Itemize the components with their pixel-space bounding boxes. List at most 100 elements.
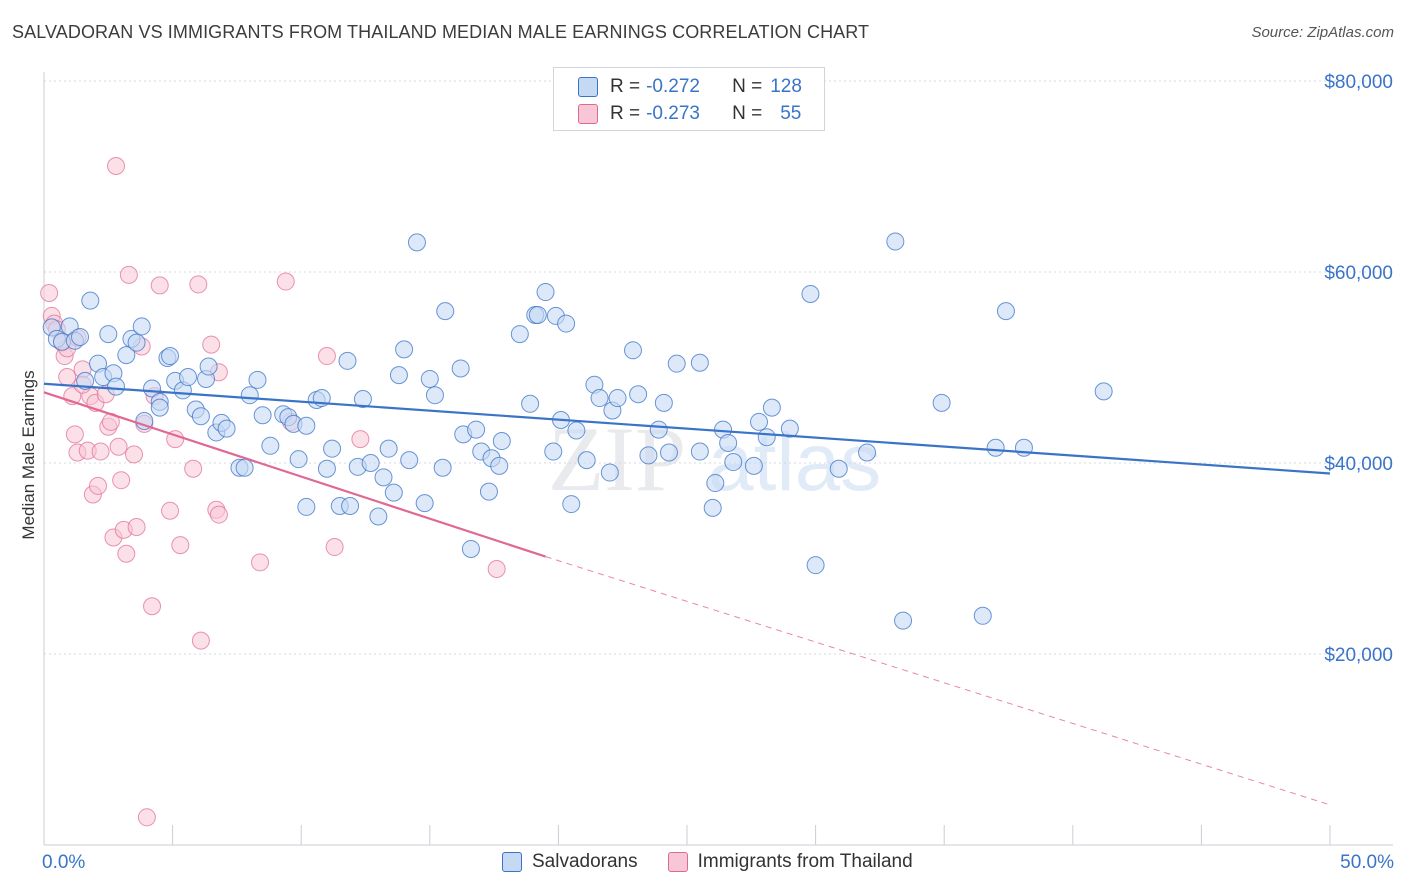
- data-point-salvadoran: [706, 474, 725, 493]
- data-point-salvadoran: [690, 353, 709, 372]
- legend-label-salvadorans: Salvadorans: [532, 851, 638, 872]
- data-point-salvadoran: [179, 368, 198, 387]
- data-point-salvadoran: [461, 539, 480, 558]
- legend-r-value: -0.273: [646, 103, 700, 124]
- source-credit: Source: ZipAtlas.com: [1251, 24, 1394, 41]
- data-point-salvadoran: [150, 398, 169, 417]
- data-point-salvadoran: [528, 305, 547, 324]
- data-point-salvadoran: [135, 411, 154, 430]
- legend-n-value: 55: [780, 103, 802, 124]
- data-point-salvadoran: [317, 459, 336, 478]
- series-legend: Salvadorans Immigrants from Thailand: [502, 851, 943, 873]
- data-point-thailand: [137, 808, 156, 827]
- data-point-salvadoran: [389, 366, 408, 385]
- data-point-salvadoran: [420, 369, 439, 388]
- data-point-salvadoran: [932, 393, 951, 412]
- data-point-salvadoran: [557, 314, 576, 333]
- data-point-salvadoran: [76, 371, 95, 390]
- data-point-salvadoran: [289, 450, 308, 469]
- data-point-salvadoran: [240, 386, 259, 405]
- y-tick-labels: $80,000 $60,000 $40,000 $20,000: [1324, 72, 1393, 666]
- data-point-thailand: [117, 544, 136, 563]
- data-point-salvadoran: [806, 556, 825, 575]
- data-point-salvadoran: [1094, 382, 1113, 401]
- data-point-salvadoran: [724, 453, 743, 472]
- series-salvadorans-points: [42, 232, 1113, 630]
- data-point-salvadoran: [467, 420, 486, 439]
- data-point-thailand: [91, 442, 110, 461]
- data-point-salvadoran: [425, 386, 444, 405]
- data-point-salvadoran: [639, 446, 658, 465]
- data-point-salvadoran: [719, 433, 738, 452]
- data-point-salvadoran: [780, 419, 799, 438]
- data-point-salvadoran: [369, 507, 388, 526]
- legend-r-label: R =: [610, 76, 641, 97]
- data-point-salvadoran: [750, 412, 769, 431]
- data-point-salvadoran: [894, 611, 913, 630]
- data-point-salvadoran: [510, 325, 529, 344]
- data-point-salvadoran: [762, 398, 781, 417]
- data-point-salvadoran: [649, 420, 668, 439]
- legend-n-label: N =: [732, 76, 763, 97]
- data-point-salvadoran: [479, 482, 498, 501]
- data-point-salvadoran: [858, 443, 877, 462]
- legend-swatch-blue: [578, 77, 598, 97]
- data-point-salvadoran: [544, 442, 563, 461]
- trend-line-thailand-extrapolated: [545, 556, 1331, 806]
- data-point-salvadoran: [297, 416, 316, 435]
- data-point-salvadoran: [654, 393, 673, 412]
- data-point-salvadoran: [374, 468, 393, 487]
- data-point-salvadoran: [384, 483, 403, 502]
- data-point-thailand: [112, 471, 131, 490]
- data-point-salvadoran: [132, 317, 151, 336]
- data-point-thailand: [161, 501, 180, 520]
- data-point-salvadoran: [107, 377, 126, 396]
- data-point-thailand: [487, 560, 506, 579]
- data-point-salvadoran: [253, 406, 272, 425]
- data-point-salvadoran: [490, 456, 509, 475]
- legend-item-thailand: Immigrants from Thailand: [667, 851, 913, 873]
- data-point-salvadoran: [143, 379, 162, 398]
- data-point-thailand: [251, 553, 270, 572]
- y-tick-label: $80,000: [1324, 72, 1393, 93]
- legend-r-label: R =: [610, 103, 641, 124]
- data-point-salvadoran: [996, 302, 1015, 321]
- data-point-salvadoran: [248, 370, 267, 389]
- data-point-salvadoran: [353, 390, 372, 409]
- data-point-salvadoran: [629, 385, 648, 404]
- data-point-thailand: [127, 517, 146, 536]
- data-point-thailand: [107, 156, 126, 175]
- data-point-salvadoran: [1014, 438, 1033, 457]
- data-point-thailand: [317, 347, 336, 366]
- data-point-thailand: [89, 476, 108, 495]
- data-point-salvadoran: [600, 463, 619, 482]
- data-point-salvadoran: [161, 347, 180, 366]
- data-point-salvadoran: [261, 436, 280, 455]
- series-thailand-points: [40, 156, 506, 827]
- data-point-thailand: [191, 631, 210, 650]
- trend-line-salvadorans: [43, 382, 1331, 475]
- data-point-salvadoran: [235, 458, 254, 477]
- legend-swatch-blue: [502, 852, 522, 872]
- data-point-thailand: [202, 335, 221, 354]
- legend-label-thailand: Immigrants from Thailand: [697, 851, 913, 872]
- legend-n-label: N =: [732, 103, 763, 124]
- data-point-thailand: [119, 265, 138, 284]
- legend-r-value: -0.272: [646, 76, 700, 97]
- data-point-salvadoran: [829, 459, 848, 478]
- data-point-thailand: [143, 597, 162, 616]
- data-point-salvadoran: [577, 451, 596, 470]
- data-point-salvadoran: [492, 432, 511, 451]
- data-point-salvadoran: [986, 438, 1005, 457]
- data-point-salvadoran: [433, 458, 452, 477]
- trend-lines: [43, 382, 1331, 806]
- data-point-thailand: [150, 276, 169, 295]
- data-point-thailand: [184, 459, 203, 478]
- data-point-thailand: [109, 437, 128, 456]
- data-point-salvadoran: [590, 389, 609, 408]
- data-point-salvadoran: [71, 327, 90, 346]
- data-point-salvadoran: [297, 497, 316, 516]
- data-point-salvadoran: [415, 494, 434, 513]
- y-tick-label: $20,000: [1324, 645, 1393, 666]
